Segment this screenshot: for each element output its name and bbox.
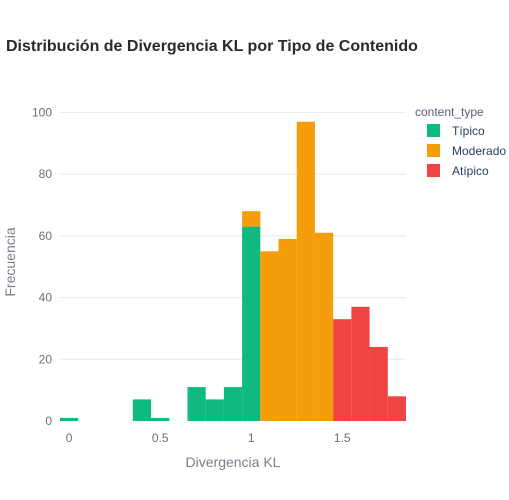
legend-items: Típico Moderado Atípico [427,124,506,178]
histogram-bar-típico [60,417,79,421]
legend-swatch-atípico [427,164,440,177]
legend-label: Moderado [452,144,506,158]
x-axis-title: Divergencia KL [186,454,281,470]
histogram-bar-moderado [296,121,315,421]
chart-title: Distribución de Divergencia KL por Tipo … [6,38,418,55]
x-tick-label: 0.5 [152,431,169,445]
y-tick-label: 40 [39,291,53,305]
y-tick-label: 100 [32,105,52,119]
histogram-bar-típico [187,387,206,421]
histogram-bar-atípico [369,346,388,421]
tick-labels: 0 20 40 60 80 100 0 0.5 1 1.5 [32,105,351,445]
y-tick-label: 20 [39,352,53,366]
histogram-bar-moderado [314,232,334,421]
histogram-bar-atípico [333,319,352,421]
x-tick-label: 0 [66,431,73,445]
legend-swatch-moderado [427,144,440,157]
y-tick-label: 0 [45,414,52,428]
legend-label: Atípico [452,164,489,178]
histogram-bar-moderado [260,251,279,421]
histogram-bar-atípico [351,306,370,421]
x-tick-label: 1.5 [334,431,351,445]
histogram-bar-típico [205,399,224,421]
histogram-bar-moderado [278,238,297,421]
histogram-bar-típico [132,399,152,421]
histogram-bar-típico [151,417,170,421]
y-tick-label: 80 [39,167,53,181]
x-tick-label: 1 [248,431,255,445]
legend-swatch-típico [427,124,440,137]
histogram-bar-moderado [242,211,261,227]
histogram-bar-típico [223,387,243,421]
histogram-bar-atípico [387,396,406,421]
y-axis-title: Frecuencia [2,227,18,296]
legend-label: Típico [452,124,485,138]
bars [60,121,406,421]
y-tick-label: 60 [39,229,53,243]
legend-title: content_type [415,105,484,119]
legend: content_type Típico Moderado Atípico [415,105,506,178]
histogram-bar-típico [242,226,261,421]
